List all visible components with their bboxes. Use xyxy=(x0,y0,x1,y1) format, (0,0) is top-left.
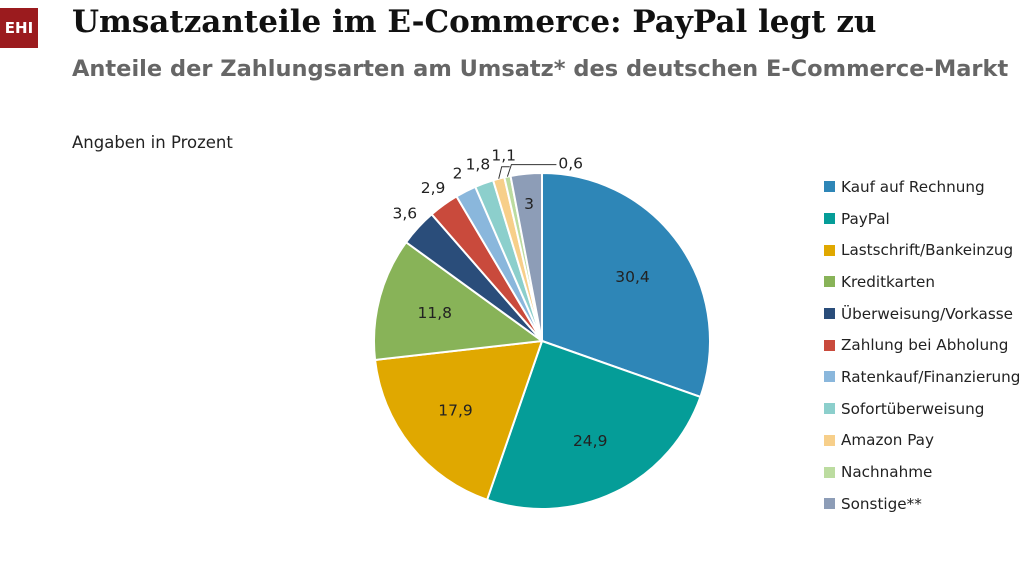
leader-line-amazon-pay xyxy=(498,166,510,179)
legend-item-ratenkauf-finanzierung: Ratenkauf/Finanzierung xyxy=(824,361,1020,393)
data-label-nachnahme: 0,6 xyxy=(558,155,583,173)
data-label-amazon-pay: 1,1 xyxy=(491,147,516,165)
legend-item-amazon-pay: Amazon Pay xyxy=(824,425,1020,457)
legend-swatch xyxy=(824,434,835,446)
data-label-lastschrift-bankeinzug: 17,9 xyxy=(438,401,473,419)
legend-item-sonstige: Sonstige** xyxy=(824,488,1020,520)
legend-swatch xyxy=(824,371,835,383)
data-label-paypal: 24,9 xyxy=(573,432,608,450)
legend-label: Sonstige** xyxy=(841,494,922,513)
legend-item-nachnahme: Nachnahme xyxy=(824,456,1020,488)
legend-item-zahlung-bei-abholung: Zahlung bei Abholung xyxy=(824,329,1020,361)
legend-swatch xyxy=(824,498,835,510)
data-label-sofortueberweisung: 1,8 xyxy=(466,155,491,173)
legend-item-kauf-auf-rechnung: Kauf auf Rechnung xyxy=(824,171,1020,203)
legend-label: Überweisung/Vorkasse xyxy=(841,304,1014,323)
legend-swatch xyxy=(824,308,835,320)
legend-label: Kreditkarten xyxy=(841,272,936,291)
chart-legend: Kauf auf Rechnung PayPal Lastschrift/Banke… xyxy=(824,171,1020,520)
pie-slice-kauf-auf-rechnung xyxy=(541,171,711,399)
data-label-kreditkarten: 11,8 xyxy=(418,304,453,322)
pie-slice-sonstige xyxy=(509,171,543,342)
legend-label: Lastschrift/Bankeinzug xyxy=(841,241,1014,260)
data-label-zahlung-bei-abholung: 2,9 xyxy=(421,179,446,197)
data-label-kauf-auf-rechnung: 30,4 xyxy=(615,268,650,286)
legend-item-paypal: PayPal xyxy=(824,203,1020,235)
legend-item-kreditkarten: Kreditkarten xyxy=(824,266,1020,298)
legend-item-sofortueberweisung: Sofortüberweisung xyxy=(824,393,1020,425)
pie-slice-lastschrift-bankeinzug xyxy=(373,339,544,502)
legend-label: Ratenkauf/Finanzierung xyxy=(841,367,1021,386)
chart-subtitle: Anteile der Zahlungsarten am Umsatz* des… xyxy=(72,56,1009,82)
legend-swatch xyxy=(824,181,835,193)
legend-swatch xyxy=(824,276,835,288)
ehi-logo: EHI xyxy=(0,8,38,48)
legend-label: Sofortüberweisung xyxy=(841,399,985,418)
legend-label: Kauf auf Rechnung xyxy=(841,177,985,196)
legend-label: Nachnahme xyxy=(841,463,933,482)
legend-swatch xyxy=(824,466,835,478)
legend-item-lastschrift-bankeinzug: Lastschrift/Bankeinzug xyxy=(824,234,1020,266)
legend-swatch xyxy=(824,213,835,225)
unit-note: Angaben in Prozent xyxy=(72,133,233,152)
pie-slice-kreditkarten xyxy=(373,240,545,362)
legend-label: PayPal xyxy=(841,209,890,228)
legend-label: Amazon Pay xyxy=(841,431,934,450)
data-label-ratenkauf-finanzierung: 2 xyxy=(453,164,463,182)
data-label-ueberweisung-vorkasse: 3,6 xyxy=(392,204,417,222)
pie-slice-paypal xyxy=(485,339,702,510)
legend-swatch xyxy=(824,403,835,415)
chart-title: Umsatzanteile im E-Commerce: PayPal legt… xyxy=(72,4,877,40)
legend-item-ueberweisung-vorkasse: Überweisung/Vorkasse xyxy=(824,298,1020,330)
legend-swatch xyxy=(824,244,835,256)
legend-label: Zahlung bei Abholung xyxy=(841,336,1009,355)
legend-swatch xyxy=(824,339,835,351)
data-label-sonstige: 3 xyxy=(524,195,534,213)
leader-line-nachnahme xyxy=(506,164,557,177)
